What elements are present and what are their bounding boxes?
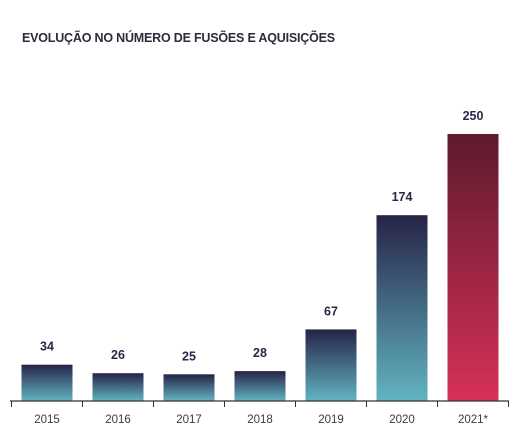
x-tick-label-2015: 2015 [34,414,60,426]
value-label-2016: 26 [111,348,125,362]
value-label-2018: 28 [253,346,267,360]
value-label-2015: 34 [40,340,54,354]
value-label-2019: 67 [324,304,338,318]
bar-2021 [447,134,499,401]
value-label-2021: 250 [463,109,484,123]
bar-2020 [376,215,428,401]
bar-2018 [234,371,286,401]
bar-2019 [305,329,357,401]
x-tick-label-2019: 2019 [318,414,344,426]
x-tick-label-2016: 2016 [105,414,131,426]
bar-2016 [92,373,144,401]
bar-2017 [163,374,215,401]
x-tick-label-2020: 2020 [389,414,415,426]
value-labels-group: 34 26 25 28 67 174 250 [40,109,483,363]
value-label-2020: 174 [392,190,413,204]
value-label-2017: 25 [182,349,196,363]
x-tick-label-2017: 2017 [176,414,202,426]
x-tick-label-2021: 2021* [458,414,489,426]
bars-group [21,134,499,401]
chart-title: EVOLUÇÃO NO NÚMERO DE FUSÕES E AQUISIÇÕE… [22,31,335,45]
bar-2015 [21,364,73,401]
x-tick-label-2018: 2018 [247,414,273,426]
x-axis: 2015 2016 2017 2018 2019 2020 2021* [10,400,509,426]
